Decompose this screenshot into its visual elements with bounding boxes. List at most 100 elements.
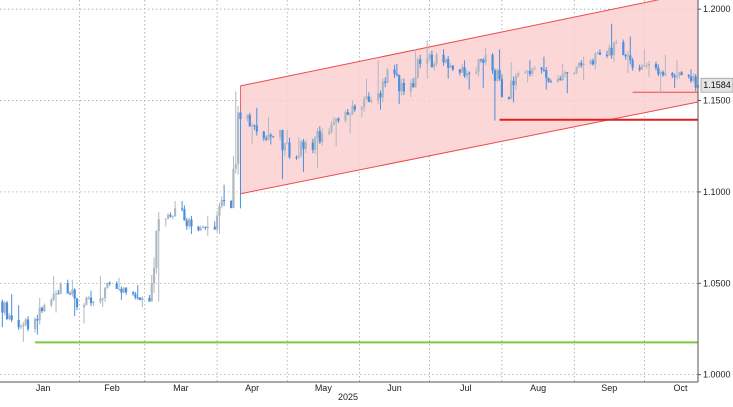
candle-body-up <box>400 82 403 92</box>
candle-body-up <box>297 155 300 158</box>
candle-body-down <box>657 67 660 75</box>
candle-body-down <box>134 293 137 298</box>
candle-body-up <box>246 114 249 119</box>
candle-body-up <box>465 72 468 77</box>
candle-body-down <box>302 141 305 150</box>
candle-body-down <box>262 131 265 139</box>
candle-body-down <box>631 60 634 68</box>
candle-body-up <box>381 81 384 98</box>
support-lines <box>35 91 698 344</box>
candle-body-up <box>531 68 534 75</box>
candle-body-up <box>444 59 447 63</box>
candle-body-up <box>573 72 576 74</box>
candle-body-down <box>559 78 562 80</box>
candle-body-up <box>283 143 286 151</box>
candle-body-down <box>624 55 627 57</box>
candle-body-up <box>171 215 174 217</box>
candle-body-up <box>678 72 681 76</box>
candle-body-down <box>346 112 349 115</box>
candle-body-up <box>218 206 221 216</box>
candle-body-down <box>73 289 76 299</box>
candle-body-up <box>344 112 347 121</box>
candle-body-up <box>152 267 156 284</box>
candle-body-up <box>59 283 62 294</box>
candle-body-down <box>337 118 340 121</box>
candle-body-down <box>458 69 461 73</box>
candle-body-down <box>622 42 625 56</box>
candle-body-down <box>288 142 291 158</box>
candle-body-down <box>605 54 609 56</box>
candle-body-up <box>122 287 125 293</box>
candle-body-down <box>542 69 546 71</box>
candle-body-up <box>38 307 41 321</box>
candle-body-up <box>510 80 513 100</box>
candle-body-up <box>409 83 412 92</box>
candle-body-up <box>533 67 536 69</box>
candle-body-down <box>115 283 118 289</box>
candle-body-down <box>393 69 396 74</box>
candle-body-down <box>566 72 569 74</box>
candle-body-up <box>524 72 527 74</box>
candle-body-up <box>594 54 597 65</box>
candle-body-up <box>82 304 86 308</box>
candle-body-up <box>187 219 191 227</box>
candle-body-up <box>201 226 205 228</box>
x-tick-label: Oct <box>673 383 688 393</box>
candle-body-down <box>661 72 665 76</box>
candle-body-up <box>640 66 644 70</box>
x-tick-label: Jan <box>36 383 51 393</box>
candle-body-up <box>19 326 23 328</box>
candle-body-down <box>545 70 548 78</box>
candle-body-up <box>117 288 121 290</box>
candle-body-up <box>150 283 153 302</box>
candle-body-down <box>124 287 128 293</box>
candle-body-up <box>92 301 95 304</box>
candle-body-down <box>482 59 485 63</box>
candle-body-up <box>426 58 429 64</box>
candle-body-down <box>131 292 135 294</box>
candle-body-up <box>300 141 303 156</box>
candle-body-up <box>54 293 58 295</box>
candle-body-up <box>370 100 373 102</box>
candle-body-up <box>24 319 27 325</box>
candle-body-up <box>85 297 88 305</box>
candle-body-up <box>428 54 431 59</box>
candle-body-up <box>645 65 648 67</box>
candle-body-up <box>526 70 529 73</box>
candle-body-down <box>255 125 258 132</box>
candle-body-up <box>52 293 55 300</box>
candle-body-up <box>3 302 6 313</box>
candle-body-down <box>654 63 658 68</box>
candle-body-down <box>269 134 272 137</box>
candle-body-up <box>575 66 578 73</box>
candle-body-up <box>141 297 144 301</box>
candle-body-up <box>99 298 102 302</box>
candle-body-down <box>442 54 445 63</box>
candle-body-down <box>491 54 494 71</box>
last-price-box <box>700 77 733 93</box>
candle-body-up <box>234 164 237 169</box>
candle-body-up <box>647 63 651 66</box>
candle-body-down <box>419 59 422 64</box>
candle-body-up <box>237 112 240 165</box>
candle-body-down <box>694 76 697 88</box>
candle-body-down <box>197 226 200 231</box>
candle-body-up <box>101 298 104 300</box>
candle-body-down <box>395 73 398 76</box>
candle-body-down <box>507 96 511 100</box>
candle-body-up <box>351 105 354 115</box>
candle-body-down <box>591 60 595 65</box>
candle-body-up <box>517 73 520 76</box>
candle-body-up <box>461 67 464 73</box>
candle-body-down <box>598 52 602 55</box>
candle-body-down <box>673 75 676 78</box>
candle-body-up <box>173 208 177 216</box>
candle-body-down <box>402 82 405 92</box>
candle-body-up <box>216 215 219 230</box>
candle-body-up <box>596 52 599 55</box>
candle-body-up <box>8 315 11 320</box>
candle-body-down <box>75 298 79 308</box>
candle-body-down <box>108 282 111 284</box>
last-price-tag: 1.1584 <box>700 77 733 93</box>
